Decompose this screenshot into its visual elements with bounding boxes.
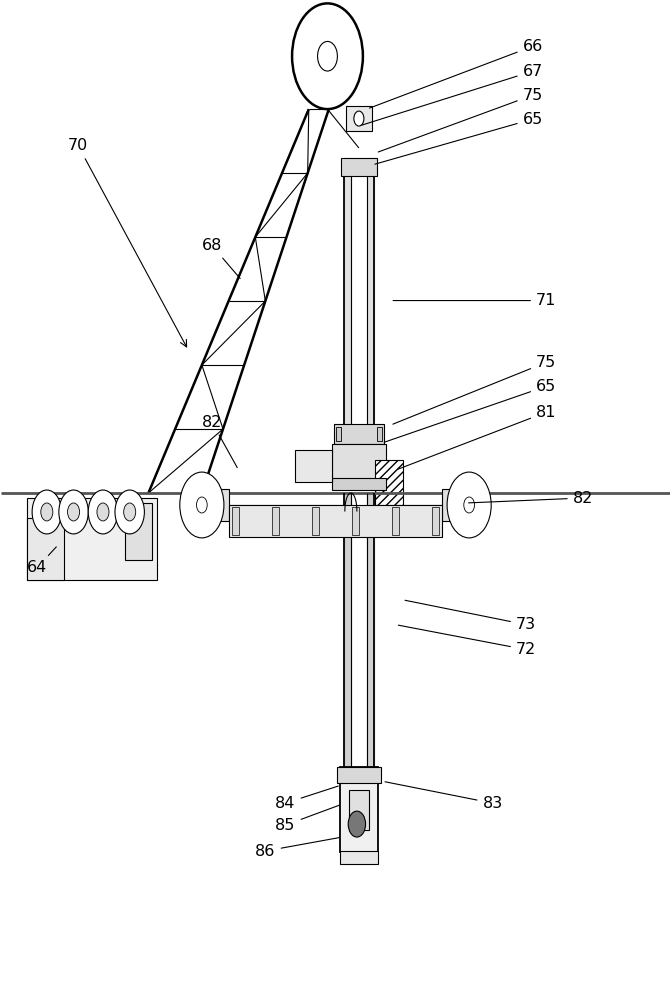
Text: 81: 81 <box>398 405 556 469</box>
Text: 72: 72 <box>399 625 536 657</box>
Circle shape <box>123 503 136 521</box>
Text: 75: 75 <box>393 355 556 424</box>
Bar <box>340 767 378 852</box>
Bar <box>332 478 386 490</box>
Text: 71: 71 <box>393 293 556 308</box>
Bar <box>336 427 341 441</box>
Text: 84: 84 <box>275 786 338 811</box>
Text: 66: 66 <box>370 39 543 108</box>
Bar <box>337 767 381 783</box>
Circle shape <box>68 503 80 521</box>
Bar <box>272 507 278 535</box>
Bar <box>214 489 229 521</box>
Text: 75: 75 <box>378 88 543 152</box>
Circle shape <box>59 490 89 534</box>
Bar <box>352 507 359 535</box>
Text: 65: 65 <box>375 112 543 164</box>
Bar <box>27 498 157 580</box>
Bar <box>229 505 442 537</box>
Circle shape <box>447 472 491 538</box>
Bar <box>27 518 64 580</box>
Circle shape <box>354 111 364 126</box>
Bar <box>346 106 372 131</box>
Text: 70: 70 <box>68 138 187 347</box>
Circle shape <box>41 503 53 521</box>
Circle shape <box>197 497 207 513</box>
Bar <box>312 507 319 535</box>
Bar <box>334 424 384 444</box>
Bar <box>393 507 399 535</box>
Circle shape <box>317 41 338 71</box>
Circle shape <box>180 472 224 538</box>
Text: 86: 86 <box>255 838 340 859</box>
Bar <box>125 503 152 560</box>
Circle shape <box>348 811 366 837</box>
Circle shape <box>115 490 144 534</box>
Bar <box>332 444 386 482</box>
Circle shape <box>89 490 117 534</box>
Bar <box>377 427 382 441</box>
Bar <box>432 507 439 535</box>
Circle shape <box>464 497 474 513</box>
Bar <box>340 851 378 864</box>
Text: 67: 67 <box>362 64 543 125</box>
Circle shape <box>292 3 363 109</box>
Text: 73: 73 <box>405 600 536 632</box>
Bar <box>442 489 457 521</box>
Circle shape <box>97 503 109 521</box>
Text: 65: 65 <box>384 379 556 442</box>
Text: 68: 68 <box>202 238 240 279</box>
Text: 82: 82 <box>468 491 593 506</box>
Text: 85: 85 <box>275 805 340 833</box>
Text: 83: 83 <box>385 782 503 811</box>
Bar <box>349 790 369 830</box>
Bar <box>232 507 239 535</box>
Circle shape <box>32 490 62 534</box>
Text: 82: 82 <box>202 415 238 468</box>
Bar <box>375 460 403 512</box>
Bar <box>295 450 332 482</box>
Text: 64: 64 <box>27 547 56 575</box>
Bar <box>340 158 377 176</box>
